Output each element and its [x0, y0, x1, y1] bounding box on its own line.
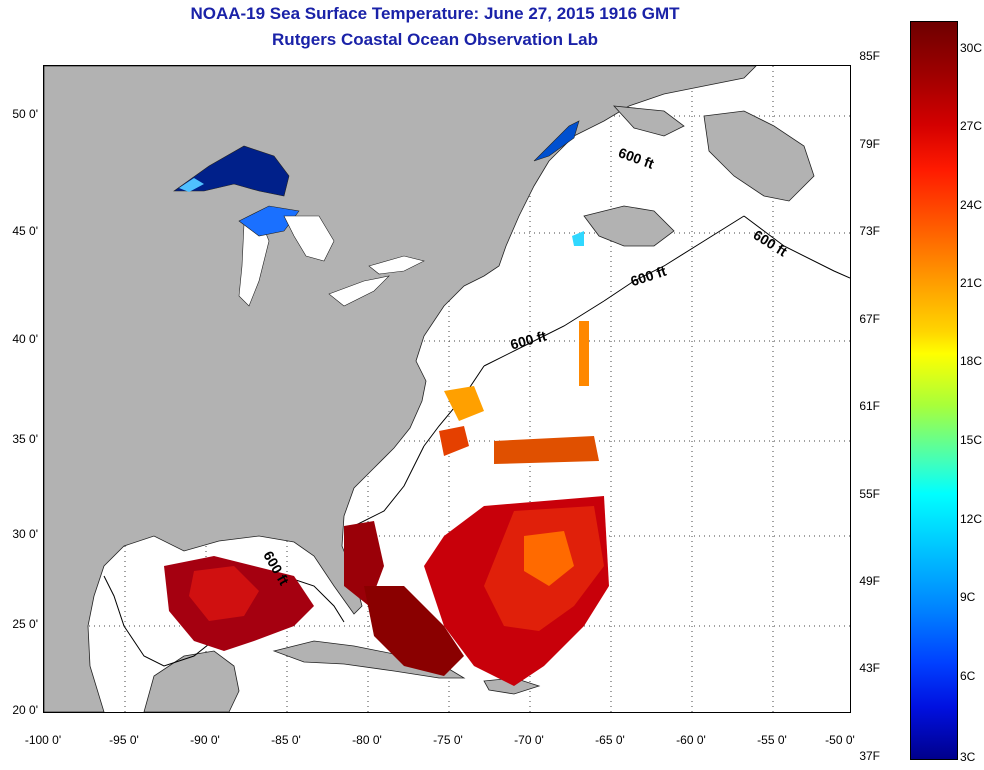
lon-label-60: -60 0': [676, 733, 706, 747]
cb-f-79: 79F: [859, 137, 880, 151]
cb-f-37: 37F: [859, 749, 880, 763]
cb-f-55: 55F: [859, 487, 880, 501]
cb-c-24: 24C: [960, 198, 983, 212]
lon-label-90: -90 0': [190, 733, 220, 747]
lon-label-80: -80 0': [352, 733, 382, 747]
cb-c-30: 30C: [960, 41, 983, 55]
lon-label-75: -75 0': [433, 733, 463, 747]
lat-label-35: 35 0': [12, 432, 38, 446]
cb-c-9: 9C: [960, 590, 976, 604]
cb-f-49: 49F: [859, 574, 880, 588]
cb-f-43: 43F: [859, 661, 880, 675]
cb-f-85: 85F: [859, 49, 880, 63]
sst-map[interactable]: [43, 65, 851, 713]
lat-label-45: 45 0': [12, 224, 38, 238]
lon-label-70: -70 0': [514, 733, 544, 747]
cb-f-73: 73F: [859, 224, 880, 238]
lon-label-100: -100 0': [24, 733, 62, 747]
lon-label-65: -65 0': [595, 733, 625, 747]
sst-data: [164, 231, 609, 686]
colorbar-gradient: [911, 22, 957, 759]
cb-c-15: 15C: [960, 433, 983, 447]
lat-label-20: 20 0': [12, 703, 38, 717]
lat-label-40: 40 0': [12, 332, 38, 346]
lat-label-30: 30 0': [12, 527, 38, 541]
lat-label-25: 25 0': [12, 617, 38, 631]
lon-label-55: -55 0': [757, 733, 787, 747]
lon-label-50: -50 0': [825, 733, 855, 747]
cb-f-61: 61F: [859, 399, 880, 413]
temperature-colorbar: [910, 21, 958, 760]
map-canvas: [44, 66, 850, 712]
cb-c-18: 18C: [960, 354, 983, 368]
cb-c-12: 12C: [960, 512, 983, 526]
cb-c-3: 3C: [960, 750, 976, 764]
map-title: NOAA-19 Sea Surface Temperature: June 27…: [190, 4, 680, 23]
lon-label-85: -85 0': [271, 733, 301, 747]
cb-f-67: 67F: [859, 312, 880, 326]
cb-c-21: 21C: [960, 276, 983, 290]
lon-label-95: -95 0': [109, 733, 139, 747]
lat-label-50: 50 0': [12, 107, 38, 121]
cb-c-27: 27C: [960, 119, 983, 133]
cb-c-6: 6C: [960, 669, 976, 683]
map-subtitle: Rutgers Coastal Ocean Observation Lab: [272, 30, 598, 49]
great-lakes: [173, 120, 580, 307]
